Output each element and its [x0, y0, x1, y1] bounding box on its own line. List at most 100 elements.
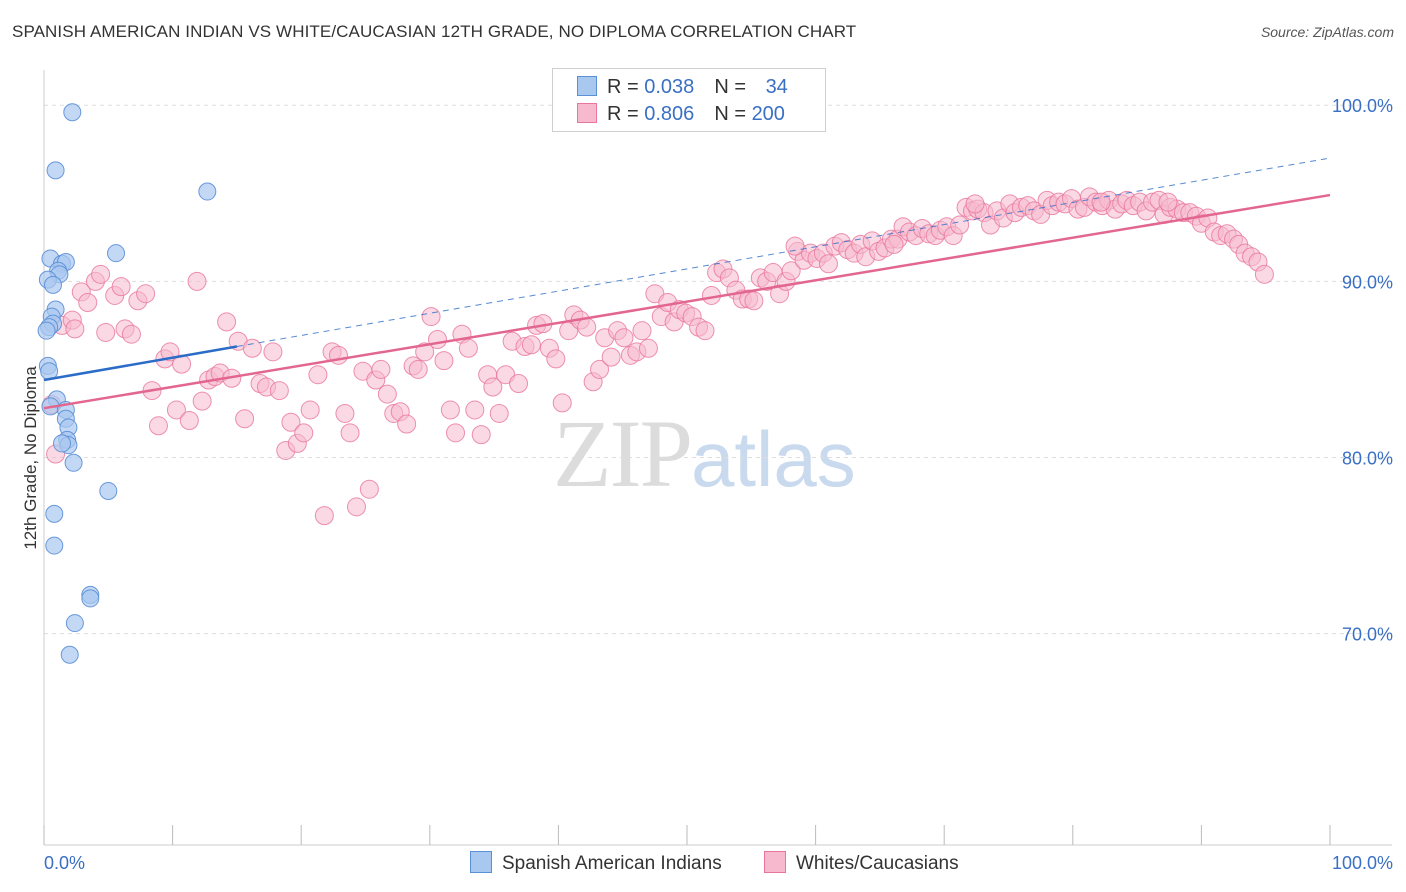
legend-n-value: 34	[765, 76, 788, 98]
data-point-whites	[744, 291, 764, 311]
data-point-whites	[440, 400, 460, 420]
trend-line-spanish-american-indians	[43, 345, 238, 382]
data-point-spanish-american-indians	[99, 481, 118, 500]
legend-r-label: R =	[607, 103, 645, 125]
data-point-whites	[1091, 192, 1111, 212]
data-point-whites	[111, 277, 131, 297]
data-point-whites	[818, 254, 838, 274]
data-point-whites	[421, 307, 441, 327]
data-point-whites	[217, 312, 237, 332]
data-point-whites	[308, 365, 328, 385]
legend-n-value: 200	[751, 103, 785, 125]
bottom-legend-swatch-pink	[764, 851, 786, 873]
data-point-whites	[65, 319, 85, 339]
data-point-whites	[446, 423, 466, 443]
legend-row-blue: R = 0.038 N = 34	[577, 76, 788, 100]
data-point-whites	[965, 194, 985, 214]
legend-r-value: 0.806	[644, 103, 695, 125]
y-tick-label: 80.0%	[1342, 449, 1393, 469]
data-point-whites	[121, 324, 141, 344]
data-point-whites	[781, 261, 801, 281]
data-point-whites	[148, 416, 168, 436]
data-point-whites	[96, 322, 116, 342]
data-point-spanish-american-indians	[81, 589, 100, 608]
data-point-whites	[166, 400, 186, 420]
data-point-spanish-american-indians	[45, 504, 64, 523]
data-point-whites	[377, 384, 397, 404]
data-point-whites	[335, 403, 355, 423]
data-point-whites	[397, 414, 417, 434]
y-tick-label: 100.0%	[1332, 96, 1393, 116]
watermark-zip: ZIP	[553, 400, 693, 507]
legend-box: R = 0.038 N = 34 R = 0.806 N = 200	[552, 68, 826, 132]
data-point-whites	[458, 338, 478, 358]
data-point-whites	[614, 328, 634, 348]
legend-swatch-pink	[577, 103, 597, 123]
data-point-whites	[136, 284, 156, 304]
bottom-legend-swatch-blue	[470, 851, 492, 873]
x-tick-label: 100.0%	[1332, 853, 1393, 873]
bottom-legend-label-blue: Spanish American Indians	[502, 853, 722, 874]
data-point-whites	[590, 359, 610, 379]
data-point-whites	[91, 264, 111, 284]
legend-r-label: R =	[607, 76, 645, 98]
data-point-whites	[1158, 192, 1178, 212]
watermark-atlas: atlas	[691, 415, 856, 503]
data-point-whites	[509, 374, 529, 394]
data-point-spanish-american-indians	[44, 275, 63, 294]
data-point-spanish-american-indians	[53, 434, 72, 453]
data-point-whites	[632, 321, 652, 341]
data-point-whites	[521, 335, 541, 355]
data-point-whites	[577, 317, 597, 337]
data-point-whites	[552, 393, 572, 413]
bottom-legend-pink: Whites/Caucasians	[764, 851, 959, 875]
legend-n-label: N =	[714, 76, 752, 98]
data-point-spanish-american-indians	[45, 536, 64, 555]
data-point-whites	[263, 342, 283, 362]
data-point-whites	[471, 425, 491, 445]
y-axis-label: 12th Grade, No Diploma	[21, 366, 40, 550]
data-point-whites	[78, 293, 98, 312]
data-point-whites	[428, 329, 448, 349]
data-point-whites	[638, 338, 658, 358]
data-point-whites	[242, 338, 262, 358]
data-point-whites	[408, 359, 428, 379]
x-tick-label: 0.0%	[44, 853, 85, 873]
data-point-spanish-american-indians	[37, 321, 56, 340]
data-point-whites	[269, 381, 289, 401]
data-point-whites	[179, 411, 199, 431]
trend-line-whites	[43, 193, 1331, 410]
data-point-spanish-american-indians	[46, 161, 65, 180]
data-point-whites	[235, 409, 255, 429]
data-point-whites	[340, 423, 360, 443]
legend-row-pink: R = 0.806 N = 200	[577, 103, 785, 127]
data-point-whites	[371, 359, 391, 379]
data-point-whites	[187, 271, 207, 291]
y-tick-label: 70.0%	[1342, 625, 1393, 645]
data-point-spanish-american-indians	[60, 645, 79, 664]
data-point-whites	[695, 321, 715, 341]
data-point-spanish-american-indians	[63, 103, 82, 122]
data-point-whites	[489, 403, 509, 423]
data-point-spanish-american-indians	[64, 453, 83, 472]
data-point-whites	[950, 215, 970, 235]
data-point-whites	[281, 412, 301, 432]
bottom-legend-label-pink: Whites/Caucasians	[796, 853, 959, 874]
data-point-whites	[415, 342, 435, 362]
data-point-whites	[294, 423, 314, 443]
data-point-spanish-american-indians	[65, 614, 84, 633]
data-point-whites	[785, 236, 805, 256]
data-point-spanish-american-indians	[107, 244, 126, 263]
source-label: Source: ZipAtlas.com	[1260, 24, 1394, 40]
data-point-whites	[483, 377, 503, 397]
watermark: ZIPatlas	[553, 398, 856, 509]
data-point-whites	[192, 391, 212, 411]
data-point-whites	[1254, 264, 1274, 284]
data-point-whites	[346, 497, 366, 517]
data-point-whites	[546, 349, 566, 369]
legend-r-value: 0.038	[644, 76, 695, 98]
chart-title: SPANISH AMERICAN INDIAN VS WHITE/CAUCASI…	[12, 22, 857, 41]
data-point-whites	[601, 347, 621, 367]
data-point-whites	[359, 479, 379, 499]
